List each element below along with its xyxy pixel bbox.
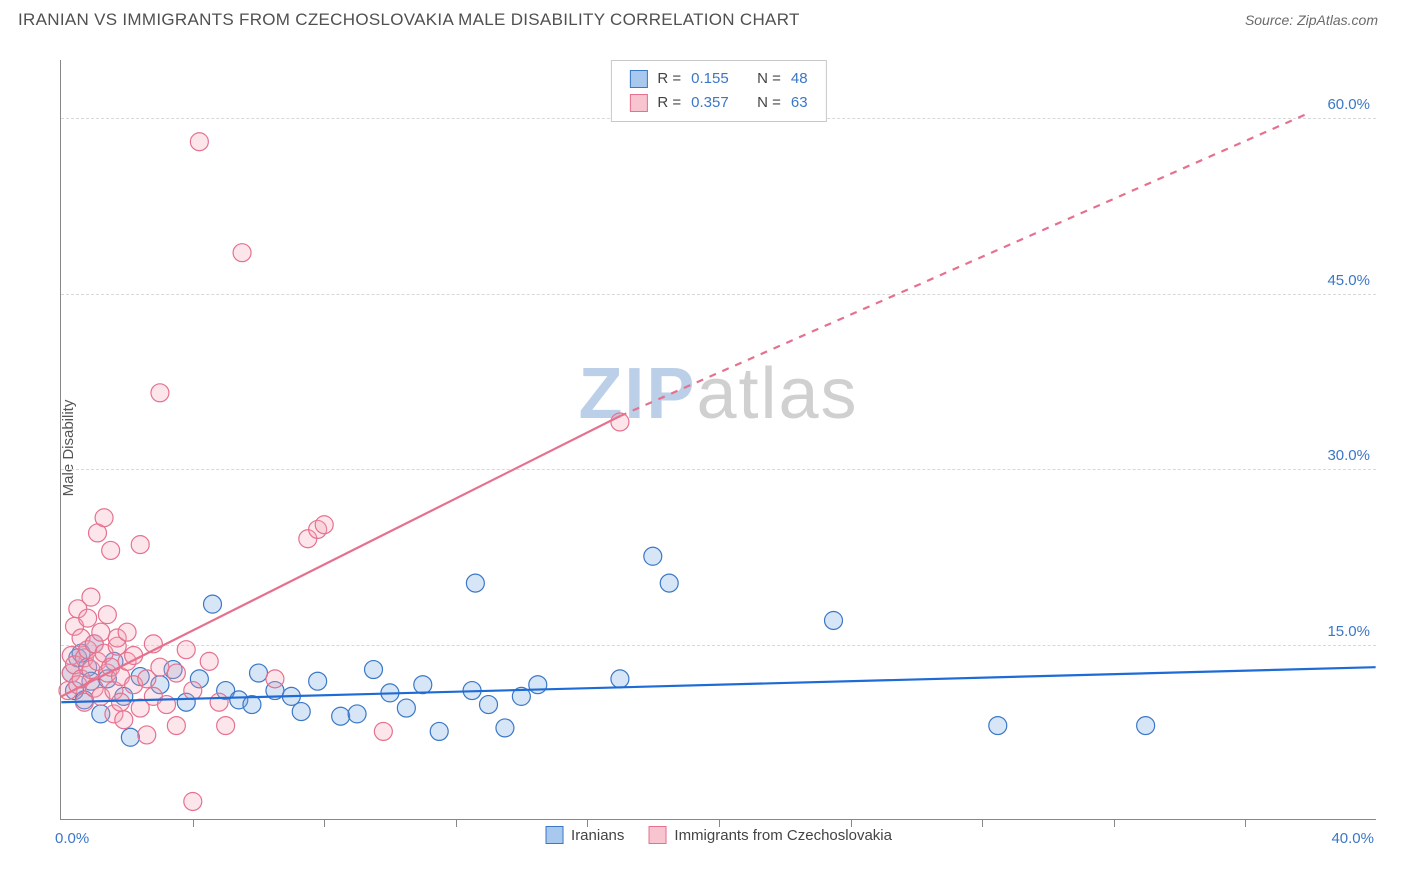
legend-label-series1: Iranians (571, 827, 624, 844)
data-point (131, 536, 149, 554)
data-point (397, 699, 415, 717)
legend-item-series2: Immigrants from Czechoslovakia (648, 826, 892, 844)
data-point (125, 647, 143, 665)
data-point (292, 703, 310, 721)
data-point (92, 623, 110, 641)
swatch-series2 (629, 94, 647, 112)
data-point (233, 244, 251, 262)
swatch-series1 (629, 70, 647, 88)
series-legend: Iranians Immigrants from Czechoslovakia (545, 826, 892, 844)
trend-line (620, 113, 1310, 417)
data-point (644, 547, 662, 565)
data-point (151, 658, 169, 676)
data-point (660, 574, 678, 592)
legend-item-series1: Iranians (545, 826, 624, 844)
data-point (184, 792, 202, 810)
data-point (430, 722, 448, 740)
data-point (989, 717, 1007, 735)
data-point (118, 623, 136, 641)
data-point (365, 661, 383, 679)
x-tick (456, 819, 457, 827)
trend-line (61, 416, 620, 696)
data-point (315, 516, 333, 534)
plot-svg (61, 60, 1376, 819)
data-point (95, 509, 113, 527)
data-point (167, 717, 185, 735)
r-label: R = (657, 91, 681, 115)
data-point (250, 664, 268, 682)
correlation-legend: R = 0.155 N = 48 R = 0.357 N = 63 (610, 60, 826, 122)
data-point (112, 693, 130, 711)
chart-container: Male Disability ZIPatlas R = 0.155 N = 4… (48, 48, 1388, 848)
legend-row-series1: R = 0.155 N = 48 (629, 67, 807, 91)
data-point (200, 652, 218, 670)
data-point (115, 711, 133, 729)
legend-row-series2: R = 0.357 N = 63 (629, 91, 807, 115)
data-point (496, 719, 514, 737)
data-point (332, 707, 350, 725)
data-point (151, 384, 169, 402)
data-point (167, 664, 185, 682)
n-value-series2: 63 (791, 91, 808, 115)
data-point (190, 133, 208, 151)
data-point (611, 670, 629, 688)
data-point (184, 682, 202, 700)
data-point (1137, 717, 1155, 735)
data-point (79, 609, 97, 627)
swatch-series2 (648, 826, 666, 844)
r-label: R = (657, 67, 681, 91)
x-tick (1245, 819, 1246, 827)
x-tick (1114, 819, 1115, 827)
data-point (204, 595, 222, 613)
data-point (825, 612, 843, 630)
data-point (138, 726, 156, 744)
x-end-label: 40.0% (1331, 830, 1374, 847)
data-point (210, 693, 228, 711)
plot-area: ZIPatlas R = 0.155 N = 48 R = 0.357 N = … (60, 60, 1376, 820)
n-value-series1: 48 (791, 67, 808, 91)
data-point (217, 717, 235, 735)
page-header: IRANIAN VS IMMIGRANTS FROM CZECHOSLOVAKI… (0, 0, 1406, 36)
swatch-series1 (545, 826, 563, 844)
x-origin-label: 0.0% (55, 830, 89, 847)
data-point (414, 676, 432, 694)
data-point (177, 641, 195, 659)
r-value-series1: 0.155 (691, 67, 739, 91)
n-label: N = (757, 67, 781, 91)
data-point (466, 574, 484, 592)
x-tick (193, 819, 194, 827)
data-point (98, 606, 116, 624)
data-point (529, 676, 547, 694)
legend-label-series2: Immigrants from Czechoslovakia (674, 827, 892, 844)
n-label: N = (757, 91, 781, 115)
chart-title: IRANIAN VS IMMIGRANTS FROM CZECHOSLOVAKI… (18, 10, 800, 30)
data-point (374, 722, 392, 740)
data-point (121, 728, 139, 746)
data-point (348, 705, 366, 723)
x-tick (324, 819, 325, 827)
data-point (102, 541, 120, 559)
data-point (266, 670, 284, 688)
data-point (82, 588, 100, 606)
x-tick (982, 819, 983, 827)
data-point (309, 672, 327, 690)
r-value-series2: 0.357 (691, 91, 739, 115)
source-attribution: Source: ZipAtlas.com (1245, 12, 1378, 28)
data-point (480, 696, 498, 714)
